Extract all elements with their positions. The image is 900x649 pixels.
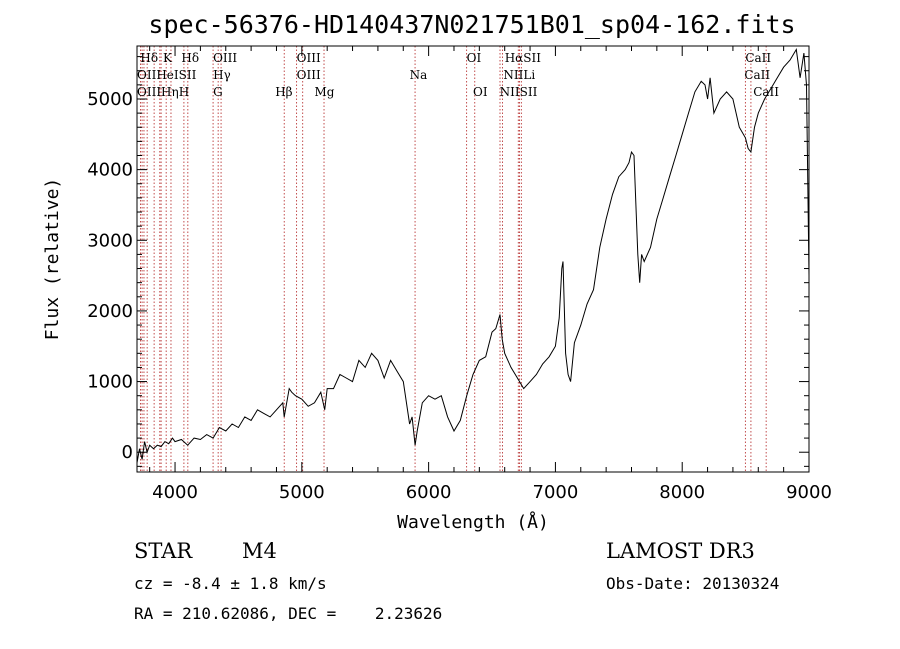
emission-line-label: K bbox=[163, 51, 173, 65]
x-tick-label: 6000 bbox=[406, 482, 452, 503]
x-axis-ticks: 4000 5000 6000 7000 8000 9000 bbox=[149, 46, 832, 503]
ra-dec-text: RA = 210.62086, DEC = 2.23626 bbox=[134, 604, 443, 623]
emission-line-label: NIILi bbox=[503, 68, 535, 82]
x-tick-label: 7000 bbox=[533, 482, 579, 503]
emission-line-label: Hγ bbox=[213, 68, 231, 82]
emission-line-label: Na bbox=[410, 68, 428, 82]
emission-line-label: CaII bbox=[753, 85, 779, 99]
emission-line-label: Hβ bbox=[275, 85, 292, 99]
x-tick-label: 5000 bbox=[279, 482, 325, 503]
emission-line-label: Hδ bbox=[140, 51, 158, 65]
x-tick-label: 8000 bbox=[659, 482, 705, 503]
emission-line-label: CaII bbox=[745, 51, 771, 65]
x-tick-label: 4000 bbox=[152, 482, 198, 503]
emission-line-markers bbox=[140, 46, 767, 472]
emission-line-label: OIIHeISII bbox=[137, 68, 197, 82]
emission-line-label: OI bbox=[467, 51, 482, 65]
redshift-text: cz = -8.4 ± 1.8 km/s bbox=[134, 574, 327, 593]
x-axis-label: Wavelength (Å) bbox=[397, 511, 549, 533]
spectrum-series-line bbox=[136, 48, 810, 463]
y-axis-label: Flux (relative) bbox=[42, 178, 63, 341]
plot-frame bbox=[136, 45, 810, 473]
y-tick-label: 4000 bbox=[87, 160, 133, 181]
emission-line-label: OI bbox=[473, 85, 488, 99]
obs-date-text: Obs-Date: 20130324 bbox=[606, 574, 780, 593]
y-tick-label: 1000 bbox=[87, 372, 133, 393]
y-tick-label: 5000 bbox=[87, 89, 133, 110]
y-axis-ticks: 0 1000 2000 3000 4000 5000 bbox=[87, 56, 809, 467]
emission-line-label: OIII bbox=[297, 51, 321, 65]
emission-line-label: NIISII bbox=[500, 85, 538, 99]
survey-label: LAMOST DR3 bbox=[606, 539, 755, 563]
y-tick-label: 2000 bbox=[87, 301, 133, 322]
y-tick-label: 3000 bbox=[87, 230, 133, 251]
emission-line-label: CaII bbox=[744, 68, 770, 82]
emission-line-label: HαSII bbox=[505, 51, 542, 65]
emission-line-labels: Hδ K Hδ OIII OIII OI HαSII CaII OIIHeISII Hγ OIII N… bbox=[137, 51, 779, 99]
emission-line-label: Mg bbox=[315, 85, 335, 99]
emission-line-label: Hδ bbox=[181, 51, 199, 65]
emission-line-label: OIII bbox=[297, 68, 321, 82]
emission-line-label: OIIIHηH bbox=[137, 85, 189, 99]
y-tick-label: 0 bbox=[122, 442, 133, 463]
emission-line-label: G bbox=[213, 85, 223, 99]
x-tick-label: 9000 bbox=[786, 482, 832, 503]
subclass-label: M4 bbox=[242, 539, 277, 563]
emission-line-label: OIII bbox=[213, 51, 237, 65]
chart-title: spec-56376-HD140437N021751B01_sp04-162.f… bbox=[148, 10, 795, 39]
class-label: STAR bbox=[134, 539, 193, 563]
